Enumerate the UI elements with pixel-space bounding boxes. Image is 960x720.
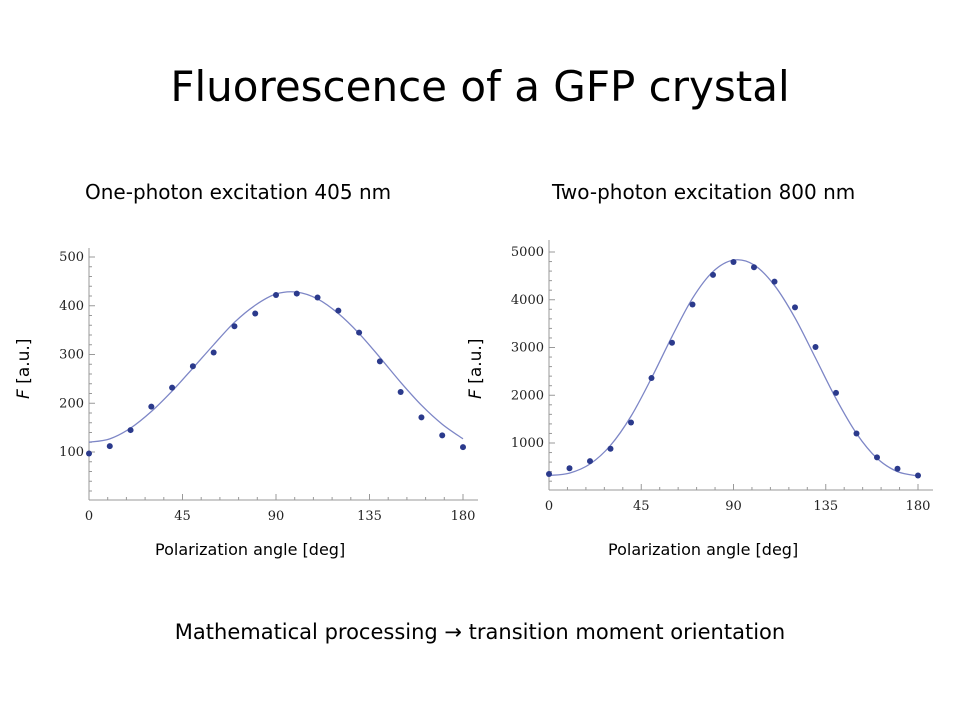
left-x-tick-label: 135	[357, 509, 382, 524]
slide-title: Fluorescence of a GFP crystal	[170, 62, 790, 111]
right-data-point	[812, 344, 819, 351]
left-data-point	[293, 290, 300, 297]
right-fit-curve	[548, 259, 919, 477]
left-data-point	[273, 292, 279, 299]
right-data-point	[710, 271, 716, 278]
left-data-point	[397, 389, 404, 396]
right-chart-title: Two-photon excitation 800 nm	[552, 180, 856, 204]
left-x-tick-label: 180	[451, 509, 476, 524]
right-data-point	[648, 375, 655, 382]
right-data-point	[894, 465, 901, 472]
right-y-tick-label: 2000	[511, 388, 544, 403]
right-y-tick-label: 5000	[511, 245, 544, 260]
left-data-point	[439, 432, 446, 439]
right-y-tick-label: 3000	[511, 341, 544, 356]
left-data-point	[314, 294, 321, 301]
right-data-point	[792, 304, 798, 311]
left-data-point	[148, 403, 155, 410]
left-data-point	[376, 358, 383, 365]
left-data-point	[127, 427, 134, 434]
left-data-point	[418, 414, 425, 421]
footer-text: Mathematical processing → transition mom…	[174, 620, 786, 644]
right-y-tick-label: 4000	[511, 293, 544, 308]
right-data-point	[730, 259, 737, 266]
right-x-axis-label: Polarization angle [deg]	[608, 540, 799, 559]
right-data-point	[607, 445, 614, 452]
left-data-point	[231, 323, 238, 330]
left-x-tick-label: 45	[174, 509, 191, 524]
right-x-tick-label: 135	[813, 499, 838, 514]
left-y-tick-label: 100	[59, 445, 84, 460]
left-data-point	[106, 443, 113, 450]
left-data-point	[356, 329, 363, 336]
right-data-point	[915, 472, 921, 479]
left-data-point	[252, 310, 259, 317]
right-data-point	[546, 471, 552, 478]
right-x-tick-label: 45	[633, 499, 650, 514]
right-data-point	[628, 419, 634, 426]
left-y-tick-label: 500	[59, 250, 84, 265]
right-data-point	[751, 264, 757, 271]
right-data-point	[587, 458, 593, 465]
right-data-point	[853, 430, 860, 437]
right-x-tick-label: 180	[906, 499, 931, 514]
left-y-tick-label: 200	[59, 396, 84, 411]
left-x-axis-label: Polarization angle [deg]	[155, 540, 346, 559]
right-data-point	[833, 389, 839, 396]
left-x-tick-label: 0	[85, 509, 93, 524]
right-data-point	[689, 301, 696, 308]
left-chart-title: One-photon excitation 405 nm	[85, 180, 392, 204]
right-x-tick-label: 0	[545, 499, 553, 514]
left-data-point	[335, 307, 342, 314]
left-data-point	[460, 444, 466, 451]
right-data-point	[566, 465, 573, 472]
left-data-point	[210, 349, 217, 356]
left-data-point	[169, 384, 176, 391]
right-data-point	[771, 278, 778, 285]
left-x-tick-label: 90	[268, 509, 285, 524]
left-data-point	[189, 363, 196, 370]
left-y-tick-label: 400	[59, 299, 84, 314]
left-y-tick-label: 300	[59, 348, 84, 363]
right-data-point	[669, 339, 675, 346]
left-data-point	[86, 450, 92, 457]
right-y-tick-label: 1000	[511, 436, 544, 451]
right-x-tick-label: 90	[725, 499, 742, 514]
right-data-point	[874, 454, 880, 461]
